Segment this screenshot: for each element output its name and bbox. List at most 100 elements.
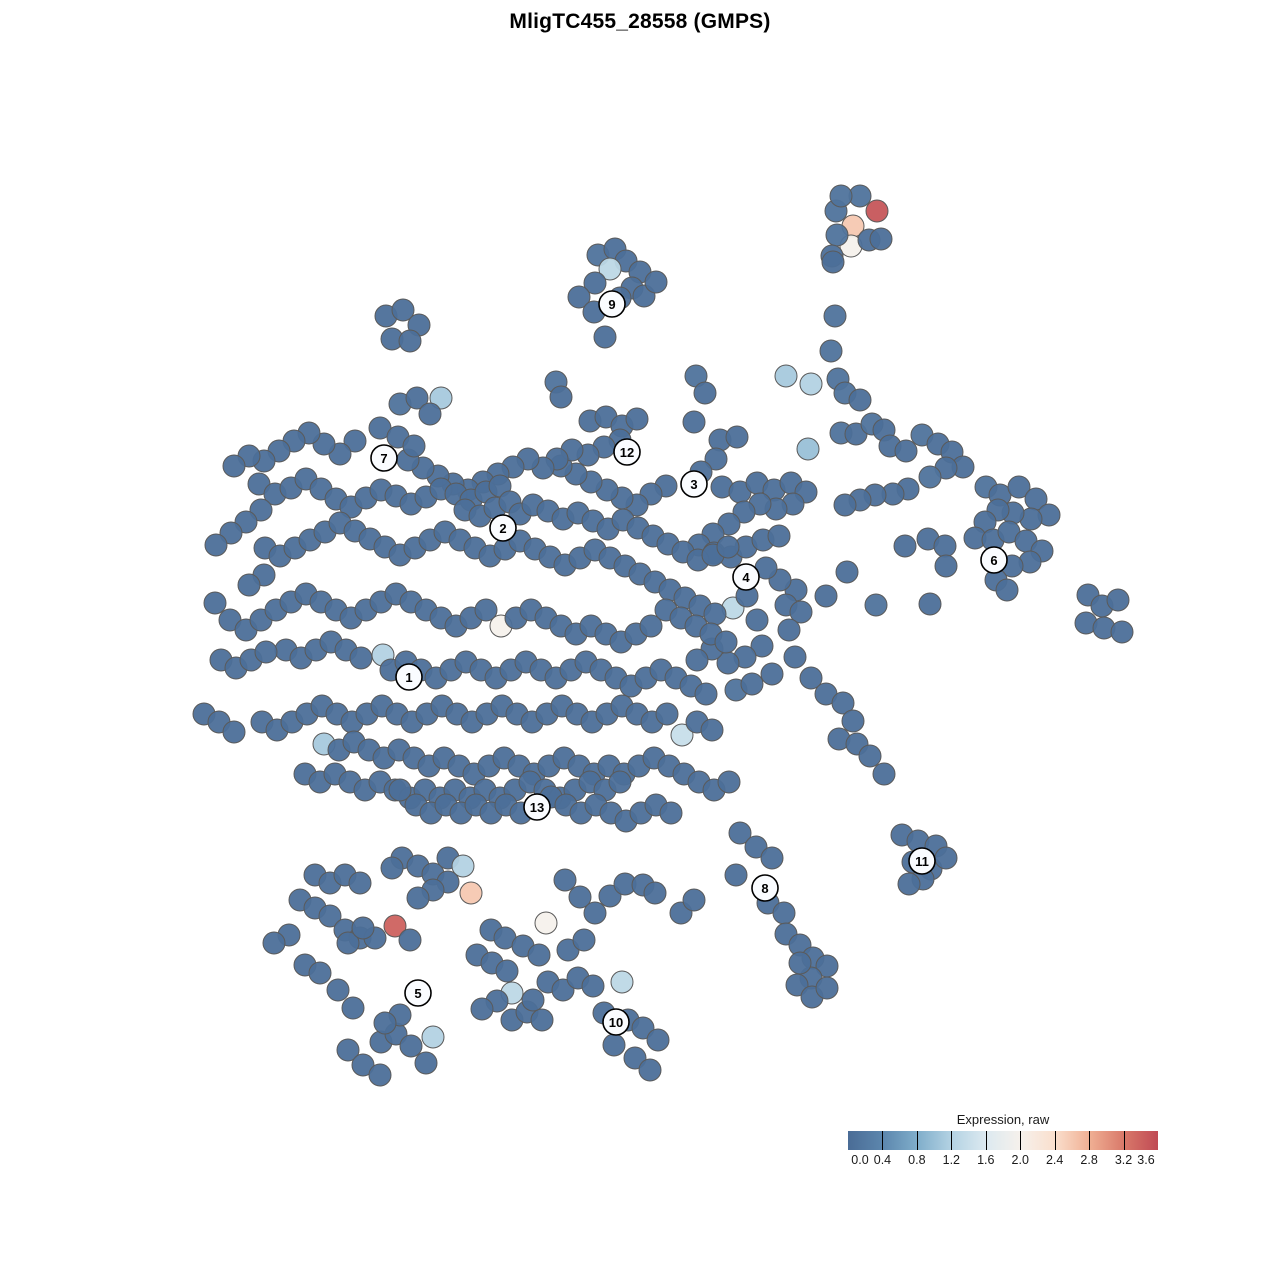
scatter-point (639, 614, 663, 638)
scatter-point (336, 1038, 360, 1062)
scatter-point (732, 500, 756, 524)
cluster-label-2[interactable]: 2 (489, 514, 517, 542)
scatter-point (572, 928, 596, 952)
scatter-point (777, 618, 801, 642)
scatter-point (368, 1063, 392, 1087)
cluster-label-badge (602, 1008, 630, 1036)
scatter-point (343, 429, 367, 453)
cluster-label-1[interactable]: 1 (395, 663, 423, 691)
scatter-point (549, 385, 573, 409)
cluster-label-badge (751, 874, 779, 902)
cluster-label-3[interactable]: 3 (680, 470, 708, 498)
scatter-point (373, 1011, 397, 1035)
cluster-label-7[interactable]: 7 (370, 444, 398, 472)
scatter-point (783, 645, 807, 669)
scatter-point (893, 534, 917, 558)
scatter-point (254, 640, 278, 664)
scatter-point (835, 560, 859, 584)
colorbar-legend: Expression, raw 0.0 0.4 0.8 1.2 1.6 2.0 2.4 2.8… (843, 1112, 1163, 1171)
cluster-label-5[interactable]: 5 (404, 979, 432, 1007)
scatter-point (608, 770, 632, 794)
scatter-point (829, 184, 853, 208)
colorbar-title: Expression, raw (956, 1112, 1050, 1127)
points-layer (192, 184, 1134, 1087)
cluster-label-number: 12 (620, 445, 634, 460)
cluster-label-4[interactable]: 4 (732, 563, 760, 591)
scatter-point (459, 881, 483, 905)
cluster-label-number: 9 (608, 297, 615, 312)
scatter-point (725, 425, 749, 449)
scatter-point (553, 868, 577, 892)
scatter-point (203, 591, 227, 615)
scatter-point (204, 533, 228, 557)
scatter-point (934, 554, 958, 578)
scatter-point (767, 524, 791, 548)
scatter-point (858, 744, 882, 768)
scatter-point (398, 928, 422, 952)
scatter-point (583, 271, 607, 295)
colorbar-tick-label: 1.2 (942, 1153, 961, 1167)
scatter-point (237, 573, 261, 597)
scatter-point (1007, 475, 1031, 499)
scatter-point (391, 298, 415, 322)
scatter-point (693, 381, 717, 405)
colorbar-tick (1123, 1131, 1125, 1150)
scatter-point (593, 325, 617, 349)
colorbar-tick (882, 1131, 884, 1150)
scatter-point (682, 410, 706, 434)
scatter-point (788, 951, 812, 975)
cluster-label-badge (980, 546, 1008, 574)
cluster-label-number: 10 (609, 1015, 623, 1030)
cluster-label-number: 4 (742, 570, 750, 585)
cluster-label-13[interactable]: 13 (523, 793, 551, 821)
cluster-label-badge (370, 444, 398, 472)
cluster-label-badge (489, 514, 517, 542)
cluster-label-12[interactable]: 12 (613, 438, 641, 466)
scatter-point (815, 976, 839, 1000)
cluster-label-10[interactable]: 10 (602, 1008, 630, 1036)
scatter-point (772, 901, 796, 925)
scatter-point (716, 535, 740, 559)
colorbar-gradient (848, 1131, 1158, 1150)
scatter-point (219, 521, 243, 545)
cluster-label-number: 3 (690, 477, 697, 492)
scatter-point (825, 223, 849, 247)
scatter-point (724, 863, 748, 887)
colorbar-tick-label: 0.0 (851, 1153, 869, 1167)
scatter-point (703, 602, 727, 626)
scatter-point (833, 493, 857, 517)
cluster-label-11[interactable]: 11 (908, 847, 936, 875)
scatter-point (383, 914, 407, 938)
scatter-point (740, 672, 764, 696)
scatter-point (814, 584, 838, 608)
scatter-point (318, 904, 342, 928)
scatter-point (336, 931, 360, 955)
scatter-point (583, 901, 607, 925)
scatter-point (351, 1053, 375, 1077)
scatter-point (821, 250, 845, 274)
scatter-point (380, 856, 404, 880)
scatter-point (625, 407, 649, 431)
cluster-label-6[interactable]: 6 (980, 546, 1008, 574)
scatter-point (1110, 620, 1134, 644)
scatter-point (682, 888, 706, 912)
cluster-label-number: 13 (530, 800, 544, 815)
scatter-point (521, 988, 545, 1012)
cluster-label-8[interactable]: 8 (751, 874, 779, 902)
scatter-point (819, 339, 843, 363)
cluster-label-9[interactable]: 9 (598, 290, 626, 318)
scatter-point (470, 997, 494, 1021)
scatter-point (495, 959, 519, 983)
cluster-label-badge (523, 793, 551, 821)
scatter-point (341, 996, 365, 1020)
cluster-label-number: 7 (380, 451, 387, 466)
scatter-point (865, 199, 889, 223)
cluster-label-badge (732, 563, 760, 591)
scatter-point (670, 723, 694, 747)
scatter-point (610, 970, 634, 994)
scatter-point (831, 691, 855, 715)
scatter-point (222, 454, 246, 478)
scatter-point (551, 978, 575, 1002)
scatter-point (796, 437, 820, 461)
